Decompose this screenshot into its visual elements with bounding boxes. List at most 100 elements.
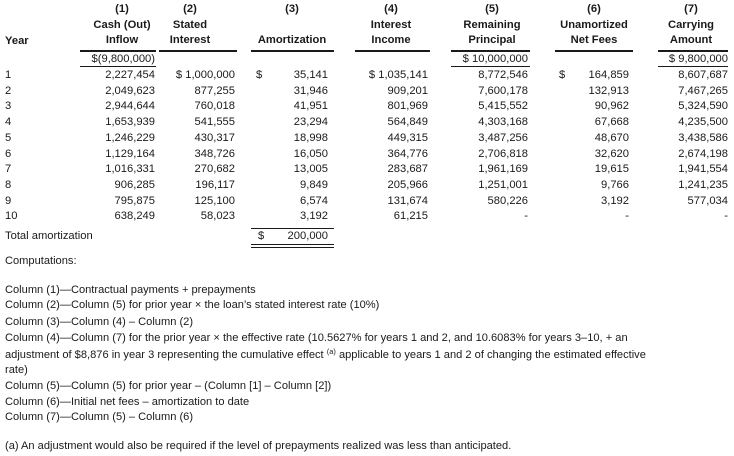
unamortized-net-fees-cell: - xyxy=(625,210,629,223)
header-col-2-line2: Interest xyxy=(169,34,211,46)
stated-interest-cell: 760,018 xyxy=(194,100,235,113)
initial-carrying-amount: $ 9,800,000 xyxy=(668,53,728,65)
header-col-6-num: (6) xyxy=(587,3,601,15)
carrying-amount-cell: - xyxy=(724,210,728,223)
remaining-principal-cell: 7,600,178 xyxy=(478,84,528,97)
year-cell: 5 xyxy=(5,131,12,144)
remaining-principal-cell: 1,251,001 xyxy=(478,178,528,191)
unamortized-net-fees-cell: 32,620 xyxy=(594,147,629,160)
carrying-amount-cell: 1,241,235 xyxy=(678,178,728,191)
footnote-reference: (a) xyxy=(326,347,336,356)
header-rule-col-7 xyxy=(658,50,728,52)
stated-interest-cell: 430,317 xyxy=(194,131,235,144)
carrying-amount-cell: 4,235,500 xyxy=(678,116,728,129)
initial-principal: $ 10,000,000 xyxy=(462,53,528,65)
total-rule-bottom-1 xyxy=(251,244,334,245)
interest-income-cell: 564,849 xyxy=(387,116,428,129)
amortization-cell: 18,998 xyxy=(293,131,328,144)
amortization-cell: 16,050 xyxy=(293,147,328,160)
cash-flow-cell: 1,653,939 xyxy=(105,116,155,129)
remaining-principal-cell: 1,961,169 xyxy=(478,163,528,176)
cash-flow-cell: 906,285 xyxy=(114,178,155,191)
carrying-amount-cell: 577,034 xyxy=(687,194,728,207)
total-rule-bottom-2 xyxy=(251,247,334,248)
cash-flow-cell: 1,016,331 xyxy=(105,163,155,176)
carrying-amount-cell: 2,674,198 xyxy=(678,147,728,160)
year-cell: 1 xyxy=(5,69,12,81)
header-rule-col-3 xyxy=(251,50,334,52)
header-col-7-line1: Carrying xyxy=(667,19,714,31)
interest-income-cell: 364,776 xyxy=(387,147,428,160)
header-col-4-num: (4) xyxy=(384,3,398,15)
header-col-1-num: (1) xyxy=(115,3,129,15)
amortization-dollar-sign: $ xyxy=(256,69,263,81)
amortization-cell: 6,574 xyxy=(300,194,328,207)
interest-income-cell: 909,201 xyxy=(387,84,428,97)
initial-rule-col-1 xyxy=(80,66,156,67)
remaining-principal-cell: 2,706,818 xyxy=(478,147,528,160)
computation-column-5: Column (5)—Column (5) for prior year – (… xyxy=(5,380,332,392)
interest-income-cell: $ 1,035,141 xyxy=(368,69,428,81)
interest-income-cell: 131,674 xyxy=(387,194,428,207)
computation-column-4-line-2-end: applicable to years 1 and 2 of changing … xyxy=(335,349,646,361)
header-col-6-line2: Net Fees xyxy=(570,34,618,46)
year-cell: 3 xyxy=(5,100,12,113)
carrying-amount-cell: 1,941,554 xyxy=(678,163,728,176)
computation-column-4-line-2: adjustment of $8,876 in year 3 represent… xyxy=(5,347,646,362)
total-value: 200,000 xyxy=(287,230,328,242)
initial-cash-outflow: $(9,800,000) xyxy=(91,53,155,65)
unamortized-net-fees-cell: 3,192 xyxy=(601,194,629,207)
header-col-5-line2: Principal xyxy=(468,34,516,46)
unamortized-net-fees-cell: 132,913 xyxy=(588,84,629,97)
amortization-cell: 3,192 xyxy=(300,210,328,223)
year-cell: 7 xyxy=(5,163,12,176)
cash-flow-cell: 2,944,644 xyxy=(105,100,155,113)
amortization-cell: 13,005 xyxy=(293,163,328,176)
amortization-cell: 31,946 xyxy=(293,84,328,97)
year-cell: 2 xyxy=(5,84,12,97)
net-fees-dollar-sign: $ xyxy=(559,69,566,81)
header-rule-col-1 xyxy=(80,50,156,52)
year-cell: 6 xyxy=(5,147,12,160)
stated-interest-cell: 58,023 xyxy=(200,210,235,223)
header-col-4-line1: Interest xyxy=(370,19,412,31)
header-col-2-num: (2) xyxy=(183,3,197,15)
carrying-amount-cell: 3,438,586 xyxy=(678,131,728,144)
interest-income-cell: 205,966 xyxy=(387,178,428,191)
header-rule-col-5 xyxy=(451,50,530,52)
unamortized-net-fees-cell: 9,766 xyxy=(601,178,629,191)
header-col-1-line1: Cash (Out) xyxy=(93,19,151,31)
year-header: Year xyxy=(5,35,29,47)
computation-column-6: Column (6)—Initial net fees – amortizati… xyxy=(5,396,250,408)
amortization-cell: 23,294 xyxy=(293,116,328,129)
header-col-4-line2: Income xyxy=(371,34,411,46)
remaining-principal-cell: 5,415,552 xyxy=(478,100,528,113)
unamortized-net-fees-cell: 90,962 xyxy=(594,100,629,113)
header-col-5-line1: Remaining xyxy=(463,19,521,31)
unamortized-net-fees-cell: 48,670 xyxy=(594,131,629,144)
remaining-principal-cell: 3,487,256 xyxy=(478,131,528,144)
stated-interest-cell: $ 1,000,000 xyxy=(175,69,235,81)
unamortized-net-fees-cell: 67,668 xyxy=(594,116,629,129)
cash-flow-cell: 1,129,164 xyxy=(105,147,155,160)
header-col-2-line1: Stated xyxy=(172,19,208,31)
header-col-7-num: (7) xyxy=(684,3,698,15)
header-col-7-line2: Amount xyxy=(669,34,713,46)
interest-income-cell: 61,215 xyxy=(393,210,428,223)
header-col-5-num: (5) xyxy=(485,3,499,15)
computations-title: Computations: xyxy=(5,255,77,267)
cash-flow-cell: 1,246,229 xyxy=(105,131,155,144)
carrying-amount-cell: 7,467,265 xyxy=(678,84,728,97)
cash-flow-cell: 2,049,623 xyxy=(105,84,155,97)
stated-interest-cell: 270,682 xyxy=(194,163,235,176)
carrying-amount-cell: 5,324,590 xyxy=(678,100,728,113)
remaining-principal-cell: 4,303,168 xyxy=(478,116,528,129)
total-rule-top xyxy=(251,228,334,229)
computation-column-1: Column (1)—Contractual payments + prepay… xyxy=(5,284,256,296)
stated-interest-cell: 348,726 xyxy=(194,147,235,160)
interest-income-cell: 283,687 xyxy=(387,163,428,176)
total-dollar-sign: $ xyxy=(258,230,265,242)
header-col-3-line2: Amortization xyxy=(257,34,327,46)
computation-column-4-line-2-start: adjustment of $8,876 in year 3 represent… xyxy=(5,349,327,361)
